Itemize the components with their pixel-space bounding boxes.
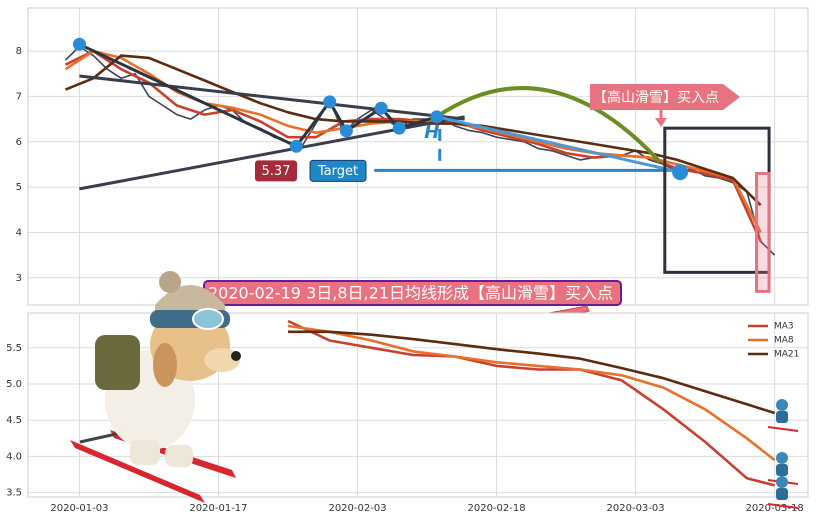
y-tick-label: 3 <box>16 273 22 284</box>
x-tick-label: 2020-03-18 <box>746 503 804 514</box>
skier-head <box>776 476 788 488</box>
skier-body <box>776 464 788 476</box>
target-value-box <box>255 160 297 182</box>
y-tick-label: 4 <box>16 227 22 238</box>
y-tick-label: 8 <box>16 46 22 57</box>
banner-text: 2020-02-19 3日,8日,21日均线形成【高山滑雪】买入点 <box>208 284 613 303</box>
highlight-box <box>755 172 771 293</box>
dog-illustration <box>70 271 241 503</box>
target-value: 5.37 <box>262 164 291 179</box>
y-tick-label: 5.5 <box>6 343 22 354</box>
dog-part <box>231 351 241 361</box>
skier-head <box>776 452 788 464</box>
pivot-point <box>289 139 303 153</box>
callout-pointer-head <box>655 118 667 127</box>
pivot-point <box>323 95 337 109</box>
y-tick-label: 5 <box>16 182 22 193</box>
skier-body <box>776 488 788 500</box>
legend-label: MA21 <box>774 350 799 360</box>
y-tick-label: 7 <box>16 91 22 102</box>
skier-head <box>776 399 788 411</box>
pivot-point <box>430 110 444 124</box>
pivot-point <box>672 164 689 181</box>
series-line <box>287 319 775 487</box>
pattern-leg <box>436 115 681 174</box>
y-tick-label: 4.5 <box>6 415 22 426</box>
dog-part <box>165 445 193 467</box>
dog-part <box>153 343 177 387</box>
dog-part <box>159 271 181 293</box>
series-line <box>64 45 776 256</box>
x-tick-label: 2020-01-17 <box>189 503 247 514</box>
pivot-point <box>72 37 86 51</box>
pivot-point <box>374 101 388 115</box>
y-tick-label: 3.5 <box>6 488 22 499</box>
head-label: H <box>424 122 439 143</box>
x-tick-label: 2020-03-03 <box>607 503 665 514</box>
series-line <box>287 324 776 462</box>
dog-part <box>192 308 224 330</box>
x-tick-label: 2020-02-03 <box>328 503 386 514</box>
plot-area <box>27 7 809 306</box>
dog-part <box>130 440 160 465</box>
y-tick-label: 6 <box>16 137 22 148</box>
skier-icon <box>767 476 799 509</box>
arc-marker <box>435 86 662 164</box>
series-line <box>288 330 775 415</box>
target-label: Target <box>317 164 358 179</box>
dog-part <box>70 440 205 503</box>
y-tick-label: 5.0 <box>6 379 22 390</box>
target-box <box>309 159 367 182</box>
skier-ski <box>767 426 799 432</box>
x-tick-label: 2020-02-18 <box>467 503 525 514</box>
trendline <box>79 74 465 121</box>
pivot-point <box>339 124 353 138</box>
x-tick-label: 2020-01-03 <box>50 503 108 514</box>
dog-part <box>204 348 240 372</box>
callout-text: 【高山滑雪】买入点 <box>593 89 719 106</box>
callout-arrow <box>590 84 740 110</box>
legend-label: MA3 <box>774 322 794 332</box>
skier-icon <box>767 399 799 432</box>
skier-ski <box>767 503 799 509</box>
dog-part <box>95 335 140 390</box>
y-tick-label: 4.0 <box>6 451 22 462</box>
pivot-point <box>392 121 406 135</box>
legend-label: MA8 <box>774 336 794 346</box>
skier-body <box>776 411 788 423</box>
